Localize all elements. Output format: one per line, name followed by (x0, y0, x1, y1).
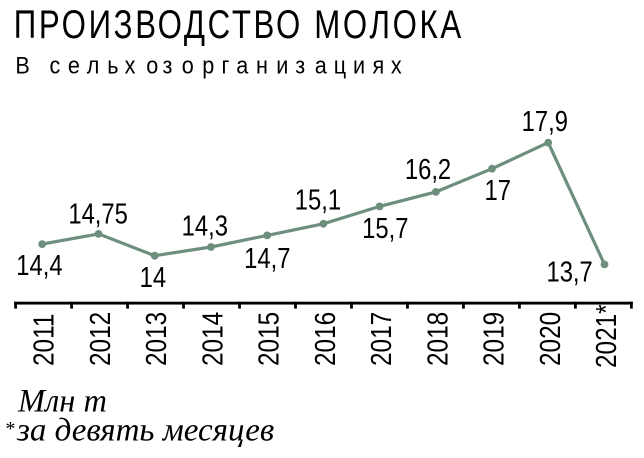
svg-text:Млн т: Млн т (17, 384, 107, 420)
svg-text:х: х (391, 51, 402, 78)
svg-text:*: * (5, 418, 15, 440)
svg-text:2021*: 2021* (590, 304, 622, 368)
svg-text:2012: 2012 (84, 312, 116, 366)
svg-text:р: р (202, 51, 214, 78)
svg-text:я: я (373, 51, 385, 78)
svg-text:В: В (15, 51, 29, 78)
svg-text:ц: ц (334, 51, 346, 78)
svg-text:г: г (222, 51, 230, 78)
svg-text:и: и (276, 51, 288, 78)
svg-text:15,7: 15,7 (362, 212, 408, 245)
svg-text:2020: 2020 (534, 312, 566, 366)
svg-text:с: с (50, 51, 61, 78)
svg-text:за девять месяцев: за девять месяцев (16, 413, 274, 449)
svg-text:13,7: 13,7 (546, 255, 592, 288)
svg-text:а: а (236, 51, 248, 78)
svg-text:14: 14 (140, 261, 166, 294)
svg-text:14,3: 14,3 (182, 209, 228, 242)
svg-text:17,9: 17,9 (522, 105, 568, 138)
svg-text:и: и (353, 51, 365, 78)
svg-text:2018: 2018 (421, 312, 453, 366)
svg-text:ь: ь (107, 51, 118, 78)
svg-text:л: л (87, 51, 100, 78)
svg-text:2019: 2019 (478, 312, 510, 366)
svg-text:17: 17 (484, 174, 510, 207)
svg-text:16,2: 16,2 (405, 153, 451, 186)
svg-text:14,75: 14,75 (68, 197, 127, 230)
svg-text:2014: 2014 (196, 312, 228, 366)
svg-text:о: о (146, 51, 158, 78)
svg-text:ПРОИЗВОДСТВО МОЛОКА: ПРОИЗВОДСТВО МОЛОКА (14, 2, 464, 47)
svg-text:з: з (295, 51, 305, 78)
svg-text:н: н (256, 51, 268, 78)
svg-text:х: х (125, 51, 136, 78)
svg-text:2017: 2017 (365, 312, 397, 366)
svg-text:14,7: 14,7 (244, 242, 290, 275)
svg-text:2015: 2015 (253, 312, 285, 366)
svg-text:2016: 2016 (309, 312, 341, 366)
svg-text:14,4: 14,4 (16, 249, 62, 282)
svg-text:з: з (163, 51, 173, 78)
svg-text:а: а (315, 51, 327, 78)
svg-text:2011: 2011 (28, 314, 60, 366)
svg-text:о: о (182, 51, 194, 78)
svg-text:2013: 2013 (140, 312, 172, 366)
svg-text:15,1: 15,1 (295, 183, 341, 216)
svg-text:е: е (68, 51, 80, 78)
